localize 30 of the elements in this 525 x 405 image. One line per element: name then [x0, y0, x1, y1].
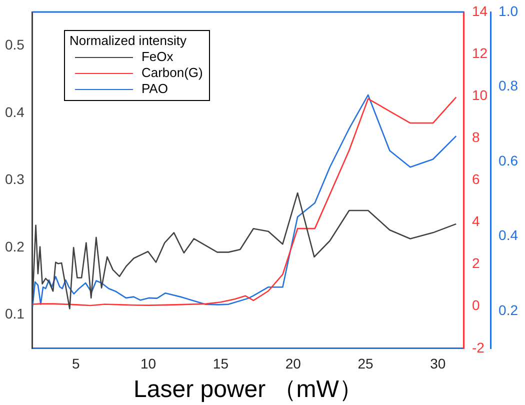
y-tick-label: 0.4 [4, 104, 25, 120]
y3-tick-label: 0.4 [498, 227, 518, 244]
y2-tick-label: 10 [472, 86, 488, 103]
y-tick-label: 0.1 [4, 306, 25, 322]
y2-tick-label: 14 [472, 2, 488, 19]
y2-tick-label: -2 [472, 339, 485, 356]
x-tick-label: 30 [430, 356, 446, 372]
y3-tick-label: 0.6 [498, 152, 518, 168]
y-tick-label: 0.5 [4, 36, 25, 52]
x-axis-title: Laser power （mW） [134, 376, 363, 404]
legend-label: PAO [141, 81, 168, 97]
y3-tick-label: 1.0 [498, 2, 518, 19]
x-tick-label: 10 [140, 356, 156, 372]
legend-label: FeOx [141, 49, 174, 65]
x-tick-label: 25 [358, 356, 374, 372]
y-tick-label: 0.3 [4, 171, 25, 188]
x-tick-label: 5 [72, 356, 80, 372]
y3-tick-label: 0.8 [498, 78, 518, 94]
y2-tick-label: 0 [472, 297, 480, 314]
y2-tick-label: 6 [472, 171, 480, 188]
legend-title: Normalized intensity [69, 33, 188, 49]
y3-tick-label: 0.2 [498, 302, 518, 318]
y2-tick-label: 8 [472, 129, 480, 146]
legend-label: Carbon(G) [141, 65, 203, 81]
x-tick-label: 15 [212, 356, 229, 372]
y2-tick-label: 4 [472, 213, 480, 230]
y2-tick-label: 2 [472, 255, 480, 272]
x-tick-label: 20 [285, 356, 302, 372]
y2-tick-label: 12 [472, 44, 488, 61]
y-tick-label: 0.2 [4, 238, 25, 254]
